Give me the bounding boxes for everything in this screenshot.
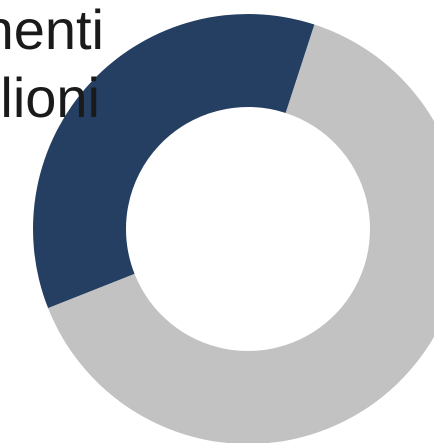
donut-slices [33,14,434,443]
donut-slice-2 [48,24,434,443]
donut-slice-1 [33,14,315,309]
chart-title-line-1: nenti [0,0,104,61]
chart-title-line-2: lioni [0,66,100,129]
